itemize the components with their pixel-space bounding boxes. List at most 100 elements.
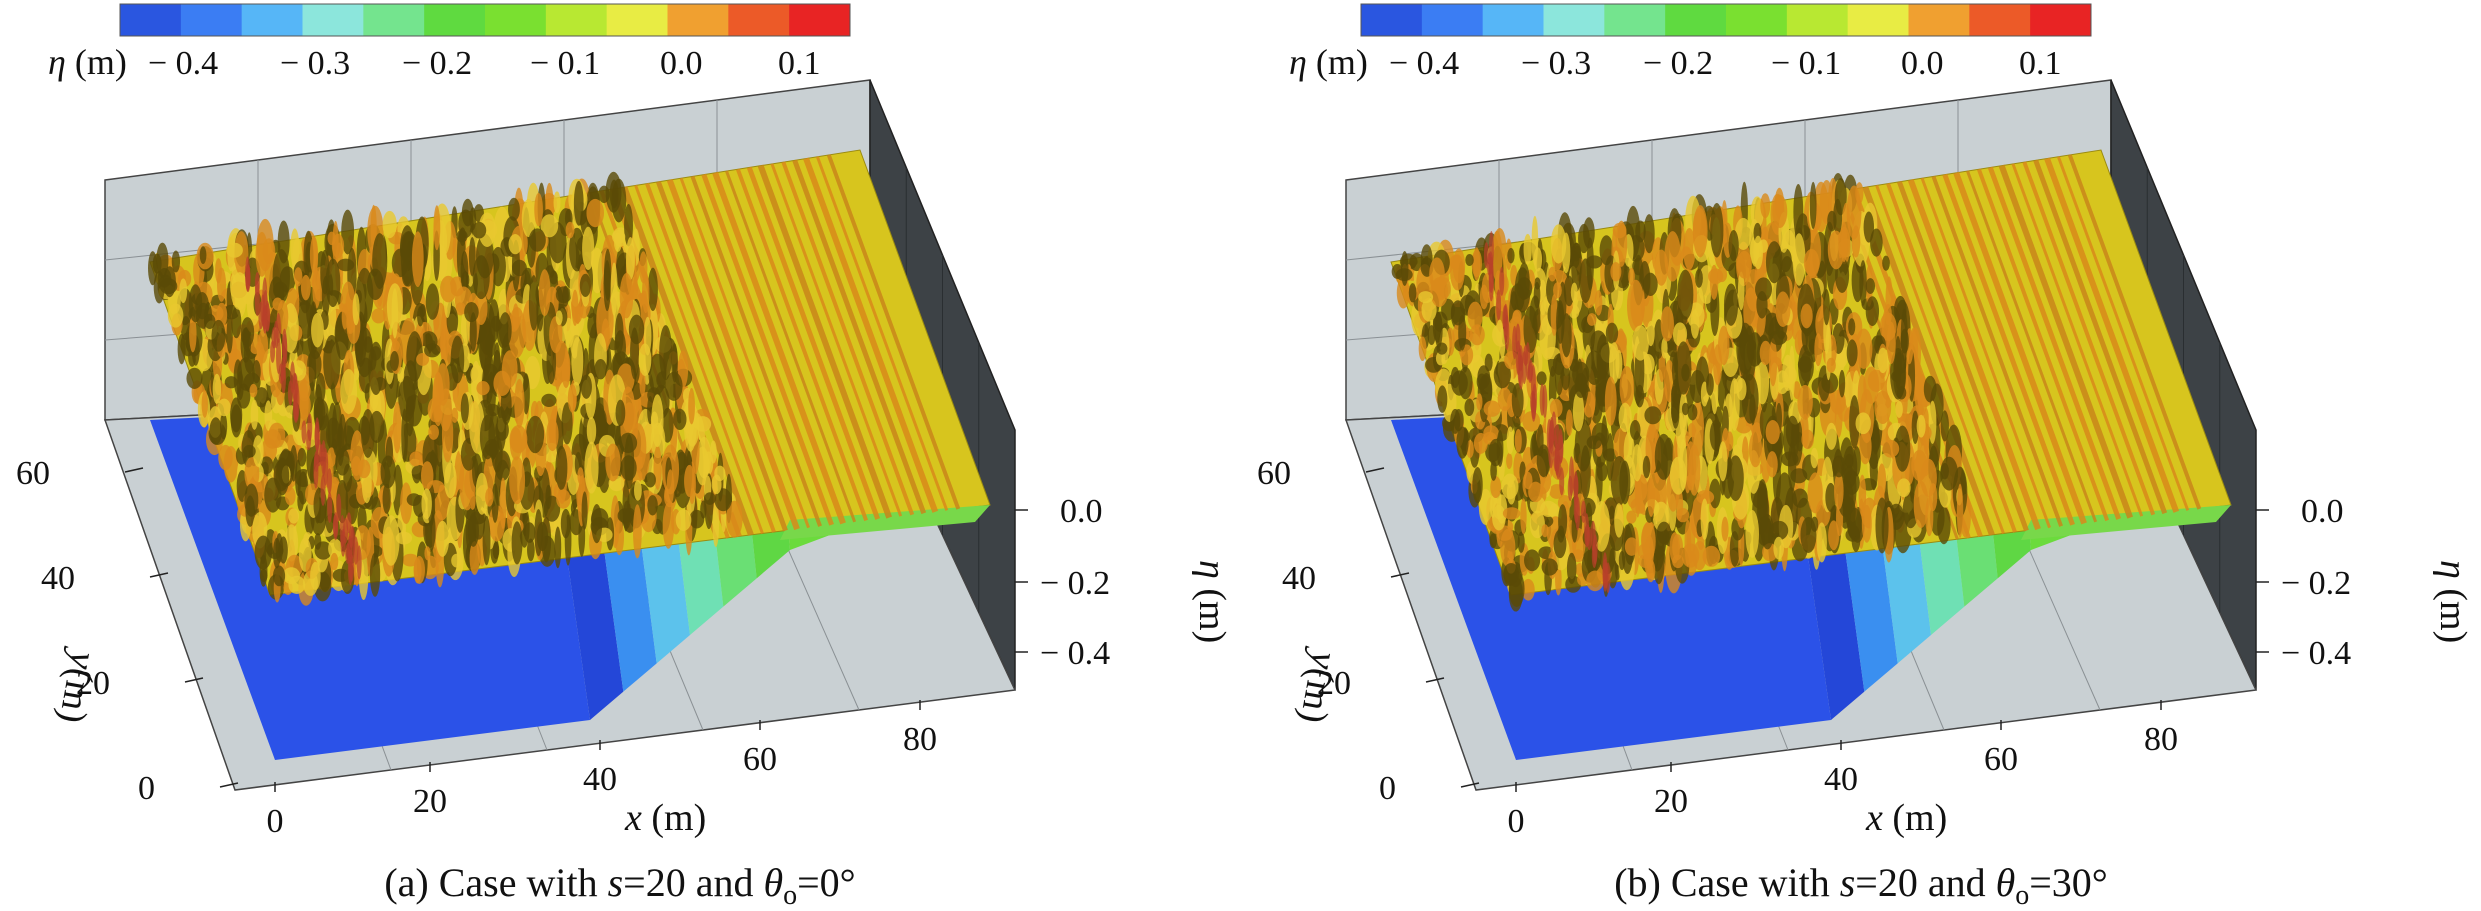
wave-crest (556, 489, 571, 509)
wave-crest (424, 343, 441, 358)
wave-crest (401, 408, 408, 463)
surface-stripe (2056, 156, 2190, 511)
wave-crest (1834, 472, 1844, 510)
wave-crest (553, 191, 561, 214)
wave-crest (526, 415, 545, 454)
wave-crest (639, 251, 648, 284)
wave-crest (488, 299, 500, 343)
colorbar-frame (1360, 3, 2092, 37)
wave-crest (1456, 426, 1469, 459)
breaking-streak (1483, 242, 1489, 269)
colorbar-tick-label: − 0.4 (1389, 45, 1459, 82)
wave-crest (244, 456, 260, 491)
wave-crest (1561, 364, 1571, 391)
colorbar-swatch (1726, 4, 1788, 36)
breaking-streak (1515, 323, 1521, 352)
wave-crest (1728, 229, 1739, 262)
wave-crest (1506, 426, 1514, 455)
wave-crest (244, 483, 259, 517)
wave-crest (569, 227, 585, 272)
wave-crest (1514, 428, 1522, 453)
wave-crest (272, 537, 281, 569)
surface-stripe (2022, 161, 2156, 516)
wave-crest (1671, 402, 1680, 424)
wave-crest (1827, 210, 1837, 232)
wave-crest (315, 372, 326, 405)
wave-crest (361, 408, 375, 458)
wave-crest (475, 472, 489, 515)
breaking-streak (294, 382, 300, 421)
wave-crest (312, 269, 321, 309)
breaking-streak (280, 364, 286, 394)
wave-crest (1748, 431, 1763, 468)
wave-crest (511, 521, 523, 565)
wave-crest (1809, 181, 1817, 230)
wave-crest (433, 205, 441, 251)
wave-crest (1643, 214, 1655, 254)
wave-crest (254, 535, 272, 570)
wave-crest (1865, 296, 1880, 326)
wave-crest (1708, 268, 1724, 285)
wave-crest (328, 538, 343, 559)
wave-crest (590, 247, 605, 294)
wave-crest (1579, 258, 1593, 304)
wave-crest (1737, 271, 1745, 311)
wave-crest (1826, 357, 1836, 373)
colorbar-tick-label: − 0.1 (530, 45, 600, 82)
wave-crest (662, 502, 675, 549)
wave-crest (603, 260, 611, 312)
wave-crest (1503, 562, 1519, 585)
breaking-streak (353, 536, 359, 565)
wave-crest (400, 482, 413, 525)
surface-stripe (781, 161, 915, 516)
surface-stripe (1942, 173, 2075, 526)
colorbar-swatch (1604, 4, 1666, 36)
wave-crest (230, 272, 249, 311)
surface-stripe (645, 182, 776, 533)
wave-crest (458, 209, 474, 238)
wave-crest (1626, 510, 1637, 524)
wave-crest (1500, 528, 1516, 567)
wave-crest (1467, 301, 1483, 330)
breaking-streak (273, 320, 279, 349)
breaking-streak (301, 420, 307, 444)
wave-crest (1756, 291, 1768, 319)
colorbar-swatch (1361, 4, 1423, 36)
surface-stripe (656, 180, 788, 532)
wave-crest (209, 417, 223, 445)
wave-crest (1798, 344, 1812, 390)
wave-crest (467, 514, 479, 547)
breaking-streak (326, 468, 332, 494)
wave-crest (543, 495, 561, 522)
wave-crest (1734, 217, 1752, 250)
wave-crest (250, 399, 259, 430)
colorbar-swatch (789, 4, 851, 36)
wave-crest (1858, 474, 1867, 517)
wave-crest (586, 417, 597, 445)
wave-crest (673, 408, 687, 431)
wave-crest (592, 407, 607, 434)
colorbar-tick-label: 0.0 (660, 45, 703, 82)
wave-crest (1661, 337, 1668, 359)
wave-crest (1865, 278, 1876, 294)
breaking-streak (1559, 467, 1565, 496)
wave-crest (1810, 447, 1819, 469)
wave-crest (1594, 289, 1603, 316)
x-tick-label: 60 (1984, 741, 2018, 778)
wave-crest (1687, 404, 1698, 421)
wave-crest (508, 234, 522, 255)
wave-crest (1792, 233, 1806, 286)
wave-crest (1793, 183, 1804, 240)
surface-stripe (690, 175, 822, 527)
colorbar-tick-label: − 0.2 (402, 45, 472, 82)
wave-crest (1553, 529, 1567, 559)
wave-crest (573, 180, 584, 226)
wave-crest (1538, 279, 1547, 316)
figure-caption: (a) Case with s=20 and θo=0° (384, 860, 855, 911)
y-axis-label: y(m) (1292, 644, 1347, 726)
wave-crest (476, 381, 490, 396)
colorbar-swatch (120, 4, 182, 36)
breaking-streak (281, 328, 287, 362)
breaking-streak (290, 361, 296, 394)
wave-crest (1533, 346, 1543, 378)
